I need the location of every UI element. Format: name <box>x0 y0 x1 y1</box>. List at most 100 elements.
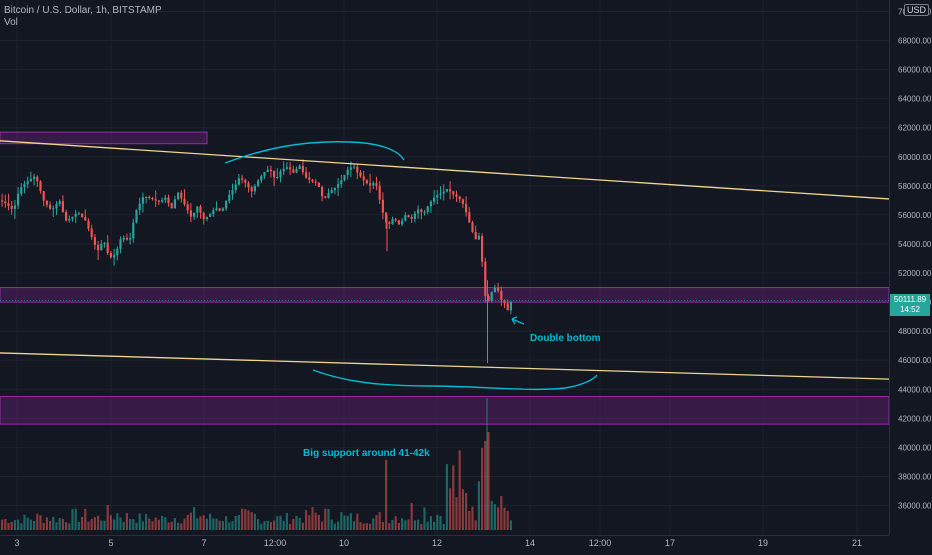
volume-bar <box>250 512 253 530</box>
volume-bar <box>225 516 228 530</box>
volume-bar <box>13 520 16 530</box>
arrow-drawing <box>511 316 525 325</box>
price-tick-label: 58000.00 <box>898 182 932 191</box>
volume-bar <box>311 507 314 530</box>
candle-body <box>4 201 7 204</box>
candle-body <box>77 213 80 215</box>
price-tick-label: 66000.00 <box>898 66 932 75</box>
candle-body <box>429 201 432 207</box>
candle-body <box>45 200 48 205</box>
candle-body <box>119 239 122 249</box>
candle-body <box>225 200 228 209</box>
price-tick-label: 64000.00 <box>898 95 932 104</box>
volume-bar <box>493 504 496 530</box>
candle-body <box>388 222 391 224</box>
volume-bar <box>87 521 90 530</box>
volume-bar <box>17 519 20 530</box>
candle-body <box>346 169 349 175</box>
candle-body <box>298 165 301 170</box>
candle-body <box>141 197 144 204</box>
candle-body <box>23 184 26 188</box>
candle-body <box>487 295 490 301</box>
price-tick-label: 46000.00 <box>898 356 932 365</box>
candle-body <box>29 179 32 182</box>
volume-bar <box>52 516 55 530</box>
volume-bar <box>333 523 336 530</box>
candle-body <box>333 187 336 191</box>
candle-body <box>10 206 13 209</box>
volume-bar <box>474 520 477 530</box>
volume-bar <box>138 513 141 530</box>
candle-body <box>138 203 141 210</box>
volume-bar <box>247 510 250 530</box>
volume-bar <box>404 520 407 530</box>
volume-bar <box>209 513 212 530</box>
bottom-arc-drawing <box>312 369 598 391</box>
candle-body <box>186 204 189 211</box>
candle-body <box>314 181 317 183</box>
volume-bar <box>97 515 100 530</box>
price-tick-label: 60000.00 <box>898 153 932 162</box>
volume-bar <box>490 500 493 530</box>
candle-body <box>349 167 352 170</box>
candle-body <box>20 187 23 194</box>
candle-body <box>52 208 55 210</box>
candle-body <box>410 217 413 219</box>
candle-body <box>404 215 407 221</box>
volume-bar <box>202 515 205 530</box>
volume-bar <box>327 509 330 530</box>
volume-bar <box>93 517 96 530</box>
candle-body <box>250 187 253 192</box>
volume-bar <box>167 522 170 530</box>
volume-bar <box>228 522 231 530</box>
currency-label[interactable]: USD <box>904 4 930 16</box>
candle-body <box>212 210 215 215</box>
volume-bar <box>372 518 375 530</box>
volume-bar <box>324 508 327 530</box>
candle-body <box>74 213 77 217</box>
time-axis[interactable] <box>0 535 889 551</box>
volume-bar <box>487 431 490 530</box>
volume-bar <box>420 523 423 530</box>
support-zone <box>0 287 890 303</box>
volume-bar <box>55 522 58 530</box>
volume-bar <box>119 517 122 530</box>
candle-body <box>173 199 176 209</box>
volume-bar <box>170 521 173 530</box>
candle-body <box>369 183 372 186</box>
volume-bar <box>305 510 308 530</box>
candle-body <box>97 244 100 251</box>
candle-body <box>455 194 458 197</box>
candle-body <box>39 181 42 192</box>
volume-bar <box>343 515 346 530</box>
volume-bar <box>308 515 311 530</box>
time-tick-label: 12:00 <box>264 538 287 548</box>
candle-body <box>493 287 496 293</box>
candle-body <box>93 237 96 245</box>
volume-bar <box>452 465 455 530</box>
candle-body <box>417 209 420 214</box>
volume-bar <box>397 522 400 530</box>
candle-body <box>68 218 71 221</box>
trendline <box>0 140 890 200</box>
volume-bar <box>375 515 378 530</box>
candle-body <box>439 193 442 196</box>
candle-body <box>202 212 205 220</box>
candle-body <box>391 219 394 224</box>
candle-body <box>273 171 276 178</box>
last-price-value: 50111.89 <box>893 295 927 304</box>
price-tick-label: 56000.00 <box>898 211 932 220</box>
price-axis[interactable] <box>889 0 932 535</box>
volume-bar <box>33 520 36 530</box>
volume-bar <box>109 515 112 530</box>
candle-body <box>356 166 359 173</box>
candle-body <box>65 211 68 221</box>
volume-bar <box>141 521 144 530</box>
volume-bar <box>413 520 416 530</box>
candle-body <box>167 197 170 204</box>
volume-bar <box>449 488 452 530</box>
candle-body <box>7 203 10 207</box>
volume-bar <box>285 513 288 530</box>
